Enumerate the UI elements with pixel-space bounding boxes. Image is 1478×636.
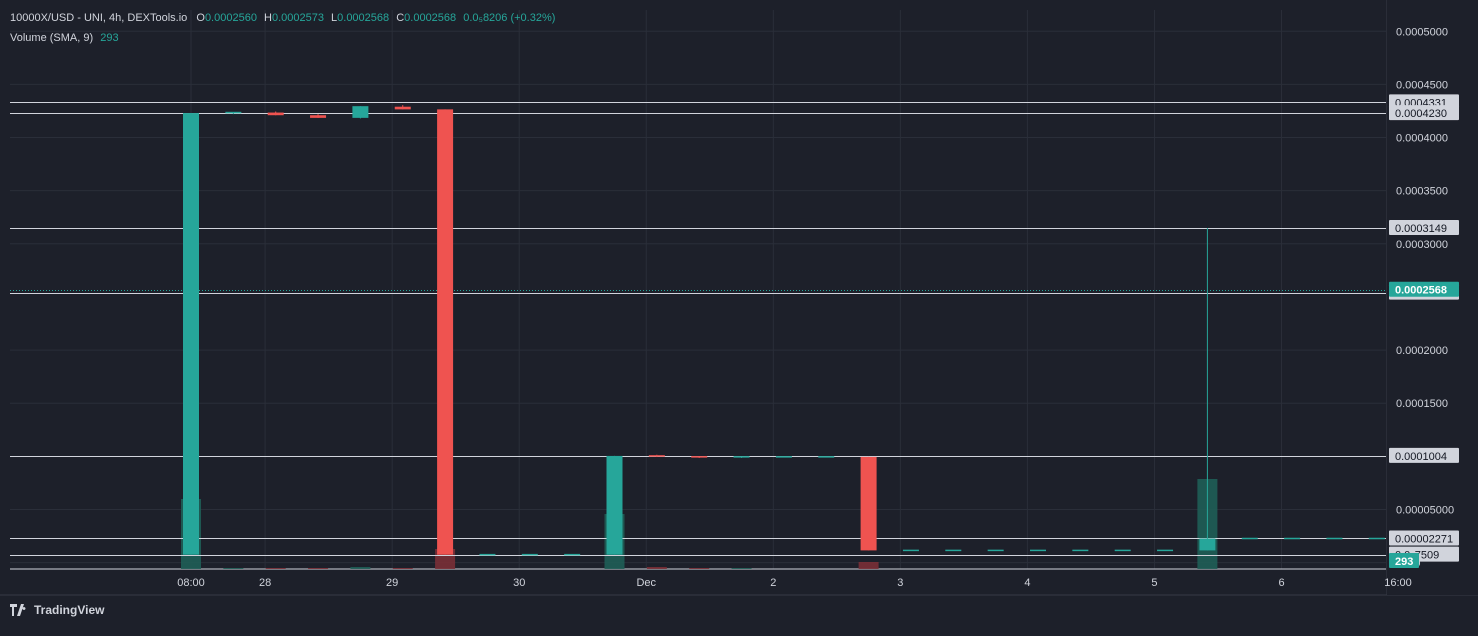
legend-high-value: 0.0002573 [271, 12, 324, 24]
time-tick-label: 30 [513, 577, 525, 589]
volume-bar [858, 562, 879, 569]
candle-body[interactable] [1241, 537, 1258, 540]
candle-body[interactable] [860, 456, 877, 551]
price-line-label[interactable]: 0.0003149 [1395, 223, 1447, 235]
time-tick-label: 5 [1151, 577, 1157, 589]
candle-body[interactable] [437, 109, 454, 555]
legend-volume-value: 293 [100, 32, 119, 44]
candle-body[interactable] [1114, 549, 1131, 552]
candle-body[interactable] [818, 456, 835, 458]
candle-body[interactable] [183, 113, 199, 555]
candle-body[interactable] [267, 112, 284, 116]
time-tick-label: 3 [897, 577, 903, 589]
volume-bar [223, 568, 244, 569]
candle-body[interactable] [1284, 537, 1301, 540]
legend-volume-line: Volume (SMA, 9) 293 [10, 28, 555, 48]
time-tick-label: Dec [636, 577, 656, 589]
candle-body[interactable] [564, 553, 581, 556]
candle-body[interactable] [225, 111, 242, 114]
legend-symbol: 10000X/USD - UNI, 4h, DEXTools.io [10, 12, 188, 24]
price-tick-label: 0.0001500 [1396, 398, 1448, 410]
candle-body[interactable] [1326, 537, 1343, 540]
price-tick-label: 0.0002000 [1396, 345, 1448, 357]
candle-body[interactable] [1072, 549, 1089, 552]
legend-low-label: L [331, 12, 338, 24]
price-line-label-box [1389, 219, 1459, 235]
price-line-label-box [1389, 447, 1459, 463]
time-tick-label: 4 [1024, 577, 1030, 589]
price-tick-label: 0.0003000 [1396, 239, 1448, 251]
legend-open-value: 0.0002560 [204, 12, 257, 24]
tradingview-logo-label: TradingView [34, 603, 105, 617]
candles[interactable] [183, 105, 1478, 556]
price-axis[interactable]: 0.0005000 0.0004500 0.0004000 0.0003500 0.00… [1387, 0, 1478, 595]
legend-volume-label: Volume (SMA, 9) [10, 32, 94, 44]
price-line-label-box [1389, 105, 1459, 121]
volume-bar [350, 567, 371, 569]
candle-body[interactable] [691, 456, 708, 458]
legend-change: 0.0₅8206 (+0.32%) [463, 12, 556, 24]
legend-close-label: C [396, 12, 405, 24]
volume-bar [689, 568, 710, 569]
volume-bar [731, 568, 752, 569]
candle-body[interactable] [902, 549, 919, 552]
volume-bar [265, 568, 286, 569]
candle-body[interactable] [394, 106, 411, 110]
volume-bar [308, 568, 329, 569]
last-price-label[interactable]: 0.0002568 [1395, 285, 1447, 297]
candle-body[interactable] [945, 549, 962, 552]
legend-high-label: H [264, 12, 272, 24]
price-tick-label: 0.0005000 [1396, 26, 1448, 38]
candle-body[interactable] [1199, 538, 1216, 551]
time-tick-label: 16:00 [1384, 577, 1412, 589]
candle-body[interactable] [479, 553, 496, 556]
volume-label-box [1389, 553, 1419, 568]
price-line-label[interactable]: 0.0001004 [1395, 451, 1447, 463]
time-tick-label: 6 [1278, 577, 1284, 589]
candle-body[interactable] [606, 455, 623, 555]
volume-bar [646, 567, 667, 569]
legend-symbol-line: 10000X/USD - UNI, 4h, DEXTools.io O0.000… [10, 8, 555, 28]
volume-label[interactable]: 293 [1395, 556, 1413, 568]
time-axis[interactable]: 08:00 28 29 30 Dec 2 3 4 5 6 16:00 [177, 577, 1412, 589]
tradingview-logo-icon [10, 604, 26, 616]
time-tick-label: 2 [770, 577, 776, 589]
time-tick-label: 28 [259, 577, 271, 589]
candle-body[interactable] [310, 115, 327, 118]
price-tick-label: 0.0003500 [1396, 186, 1448, 198]
price-line-label[interactable]: 0.0004230 [1395, 108, 1447, 120]
price-tick-label: 0.0004500 [1396, 79, 1448, 91]
legend-low-value: 0.0002568 [337, 12, 390, 24]
chart-legend: 10000X/USD - UNI, 4h, DEXTools.io O0.000… [10, 8, 555, 48]
legend-open-label: O [196, 12, 205, 24]
grid [0, 0, 1478, 596]
candle-body[interactable] [648, 455, 665, 457]
candle-body[interactable] [987, 549, 1004, 552]
price-tick-label: 0.00005000 [1396, 504, 1454, 516]
candle-body[interactable] [521, 553, 538, 556]
candle-body[interactable] [733, 456, 750, 458]
price-tick-label: 0.0004000 [1396, 133, 1448, 145]
price-line-label[interactable]: 0.00002271 [1395, 533, 1453, 545]
candle-body[interactable] [775, 456, 792, 458]
legend-close-value: 0.0002568 [404, 12, 457, 24]
price-line-label-box [1389, 530, 1459, 546]
time-tick-label: 29 [386, 577, 398, 589]
candle-body[interactable] [352, 106, 369, 118]
candle-body[interactable] [1030, 549, 1046, 552]
candle-body[interactable] [1368, 537, 1385, 540]
tradingview-logo[interactable]: TradingView [10, 603, 104, 617]
volume-bar [392, 568, 413, 569]
candle-body[interactable] [1157, 549, 1174, 552]
last-price-label-box [1389, 281, 1459, 297]
time-tick-label: 08:00 [177, 577, 205, 589]
